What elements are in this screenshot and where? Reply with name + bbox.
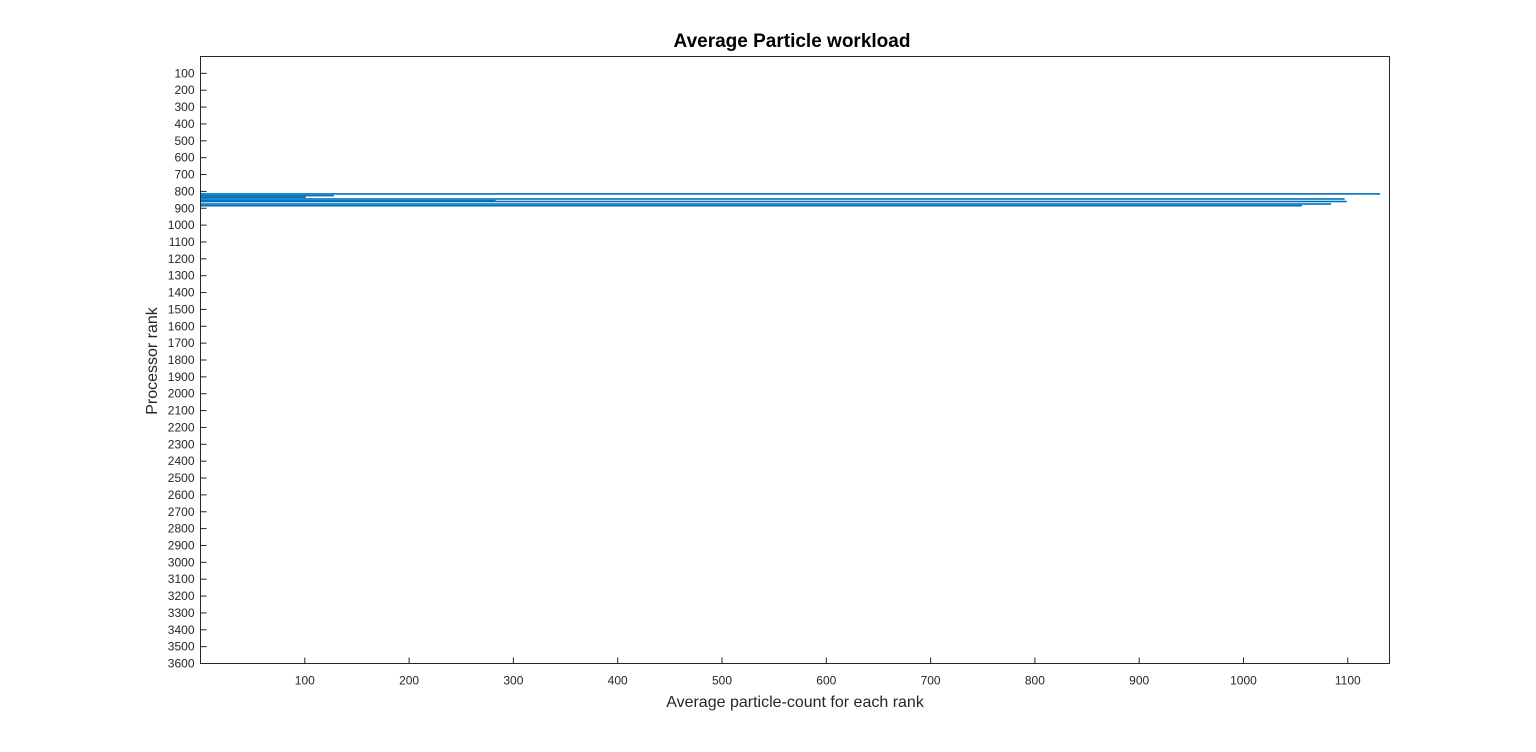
y-axis-label: Processor rank xyxy=(144,306,161,415)
x-tick-label-8: 900 xyxy=(1129,674,1149,688)
x-tick-label-7: 800 xyxy=(1025,674,1045,688)
y-tick-label-2: 300 xyxy=(174,100,194,114)
x-tick-label-10: 1100 xyxy=(1335,674,1361,688)
y-tick-label-10: 1100 xyxy=(169,235,195,249)
y-tick-label-22: 2300 xyxy=(168,437,195,451)
bar-1 xyxy=(200,194,335,197)
bars-layer xyxy=(200,193,1381,207)
y-tick-label-12: 1300 xyxy=(168,269,195,283)
y-tick-label-33: 3400 xyxy=(168,623,195,637)
y-tick-label-32: 3300 xyxy=(168,606,195,620)
y-tick-label-21: 2200 xyxy=(168,420,195,434)
y-tick-label-18: 1900 xyxy=(168,370,195,384)
chart-title: Average Particle workload xyxy=(674,31,911,52)
y-tick-label-35: 3600 xyxy=(168,657,195,671)
y-tick-label-28: 2900 xyxy=(168,538,195,552)
bar-7 xyxy=(200,204,1302,207)
x-tick-label-5: 600 xyxy=(816,674,836,688)
bar-0 xyxy=(200,193,1381,195)
y-tick-label-25: 2600 xyxy=(168,488,195,502)
y-tick-label-15: 1600 xyxy=(168,319,195,333)
bar-2 xyxy=(200,196,306,199)
bar-5 xyxy=(200,200,1347,203)
y-tick-label-24: 2500 xyxy=(168,471,195,485)
y-tick-label-11: 1200 xyxy=(168,252,195,266)
x-tick-label-2: 300 xyxy=(503,674,523,688)
ticks-layer: 100 200 300 400 500 600 700 800 900 1000 1100 100 20… xyxy=(168,66,1361,687)
y-tick-label-7: 800 xyxy=(174,184,194,198)
y-tick-label-34: 3500 xyxy=(168,640,195,654)
bar-3 xyxy=(200,198,1345,200)
x-tick-label-4: 500 xyxy=(712,674,732,688)
y-tick-label-1: 200 xyxy=(174,83,194,97)
y-tick-label-9: 1000 xyxy=(168,218,195,232)
x-tick-label-9: 1000 xyxy=(1230,674,1257,688)
bar-4 xyxy=(200,199,496,202)
y-tick-label-8: 900 xyxy=(174,201,194,215)
plot-area-border xyxy=(200,56,1390,664)
y-tick-label-17: 1800 xyxy=(168,353,195,367)
y-tick-label-20: 2100 xyxy=(168,404,195,418)
x-tick-label-3: 400 xyxy=(608,674,628,688)
y-tick-label-27: 2800 xyxy=(168,522,195,536)
x-tick-label-0: 100 xyxy=(295,674,315,688)
y-tick-label-16: 1700 xyxy=(168,336,195,350)
x-axis-label: Average particle-count for each rank xyxy=(666,694,925,711)
y-tick-label-0: 100 xyxy=(174,66,194,80)
y-tick-label-23: 2400 xyxy=(168,454,195,468)
y-tick-label-29: 3000 xyxy=(168,555,195,569)
y-tick-label-5: 600 xyxy=(174,151,194,165)
y-tick-label-6: 700 xyxy=(174,168,194,182)
y-tick-label-31: 3200 xyxy=(168,589,195,603)
y-tick-label-4: 500 xyxy=(174,134,194,148)
bar-6 xyxy=(200,203,1332,205)
y-tick-label-30: 3100 xyxy=(168,572,195,586)
x-tick-label-1: 200 xyxy=(399,674,419,688)
y-tick-label-19: 2000 xyxy=(168,387,195,401)
y-tick-label-14: 1500 xyxy=(168,302,195,316)
y-tick-label-3: 400 xyxy=(174,117,194,131)
y-tick-label-26: 2700 xyxy=(168,505,195,519)
y-tick-label-13: 1400 xyxy=(168,286,195,300)
x-tick-label-6: 700 xyxy=(921,674,941,688)
